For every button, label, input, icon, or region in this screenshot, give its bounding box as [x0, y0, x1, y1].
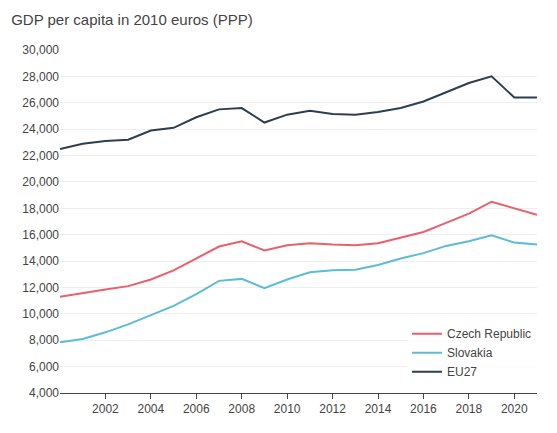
svg-text:24,000: 24,000 — [22, 122, 59, 136]
svg-text:26,000: 26,000 — [22, 96, 59, 110]
svg-text:2016: 2016 — [410, 402, 437, 416]
svg-text:10,000: 10,000 — [22, 307, 59, 321]
svg-text:22,000: 22,000 — [22, 149, 59, 163]
svg-text:2004: 2004 — [138, 402, 165, 416]
svg-text:30,000: 30,000 — [22, 43, 59, 57]
svg-text:2012: 2012 — [319, 402, 346, 416]
svg-text:14,000: 14,000 — [22, 254, 59, 268]
svg-text:2002: 2002 — [92, 402, 119, 416]
svg-text:2006: 2006 — [183, 402, 210, 416]
svg-text:6,000: 6,000 — [29, 360, 59, 374]
svg-text:28,000: 28,000 — [22, 70, 59, 84]
svg-text:GDP per capita in 2010 euros (: GDP per capita in 2010 euros (PPP) — [11, 11, 253, 28]
svg-text:12,000: 12,000 — [22, 281, 59, 295]
svg-text:Czech Republic: Czech Republic — [447, 327, 531, 341]
svg-text:2008: 2008 — [228, 402, 255, 416]
svg-text:2010: 2010 — [274, 402, 301, 416]
svg-text:16,000: 16,000 — [22, 228, 59, 242]
svg-text:2018: 2018 — [456, 402, 483, 416]
svg-text:4,000: 4,000 — [29, 386, 59, 400]
svg-text:2020: 2020 — [501, 402, 528, 416]
svg-text:18,000: 18,000 — [22, 202, 59, 216]
svg-text:EU27: EU27 — [447, 365, 477, 379]
svg-text:2014: 2014 — [365, 402, 392, 416]
svg-text:Slovakia: Slovakia — [447, 346, 493, 360]
svg-text:20,000: 20,000 — [22, 175, 59, 189]
svg-text:8,000: 8,000 — [29, 333, 59, 347]
